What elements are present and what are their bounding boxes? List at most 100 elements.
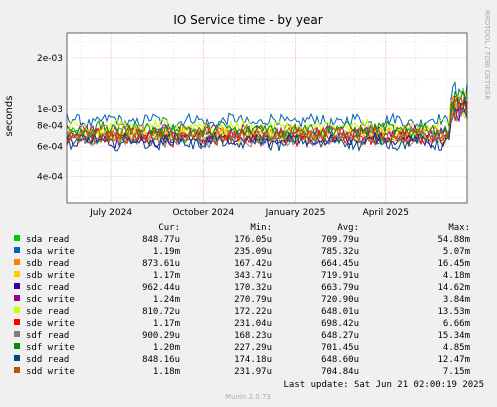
y-axis-label: seconds: [4, 96, 15, 137]
legend-swatch: [14, 259, 20, 265]
legend-swatch: [14, 283, 20, 289]
legend-series-name: sdc write: [26, 295, 75, 305]
y-tick-label: 6e-04: [37, 143, 63, 153]
legend-series-name: sda read: [26, 235, 69, 245]
series-line: [66, 96, 468, 144]
legend-swatch: [14, 343, 20, 349]
x-tick-label: April 2025: [363, 208, 409, 218]
legend-min-value: 172.22u: [234, 307, 272, 317]
legend-avg-value: 785.32u: [321, 247, 359, 257]
legend-header-cur: Cur:: [158, 223, 180, 233]
legend-cur-value: 848.16u: [142, 355, 180, 365]
legend-cur-value: 962.44u: [142, 283, 180, 293]
legend-max-value: 5.07m: [443, 247, 470, 257]
plot-area: [67, 33, 467, 203]
legend-header-max: Max:: [448, 223, 470, 233]
legend-avg-value: 663.79u: [321, 283, 359, 293]
legend-swatch: [14, 271, 20, 277]
x-tick-labels: July 2024 October 2024 January 2025 April 2…: [89, 208, 409, 218]
legend-series-name: sdc read: [26, 283, 69, 293]
legend-max-value: 13.53m: [437, 307, 470, 317]
legend-cur-value: 873.61u: [142, 259, 180, 269]
legend-avg-value: 698.42u: [321, 319, 359, 329]
series-line: [66, 102, 468, 153]
legend-series-name: sdb write: [26, 271, 75, 281]
legend-min-value: 168.23u: [234, 331, 272, 341]
legend-series-name: sdf write: [26, 343, 75, 353]
legend-max-value: 4.85m: [443, 343, 470, 353]
x-tick-label: July 2024: [89, 208, 132, 218]
legend-series-name: sdb read: [26, 259, 69, 269]
last-update: Last update: Sat Jun 21 02:00:19 2025: [284, 380, 484, 390]
legend-cur-value: 1.17m: [153, 319, 180, 329]
legend-avg-value: 648.60u: [321, 355, 359, 365]
legend-min-value: 235.09u: [234, 247, 272, 257]
series-line: [66, 80, 468, 131]
chart-title: IO Service time - by year: [173, 13, 322, 27]
legend-min-value: 176.05u: [234, 235, 272, 245]
legend-swatch: [14, 235, 20, 241]
y-tick-label: 1e-03: [37, 105, 63, 115]
legend-series-name: sdd read: [26, 355, 69, 365]
legend-avg-value: 701.45u: [321, 343, 359, 353]
legend-min-value: 343.71u: [234, 271, 272, 281]
legend-series-name: sda write: [26, 247, 75, 257]
legend-avg-value: 648.27u: [321, 331, 359, 341]
rrdtool-credit: RRDTOOL / TOBI OETIKER: [483, 10, 491, 100]
legend-max-value: 4.18m: [443, 271, 470, 281]
legend-swatch: [14, 307, 20, 313]
legend-swatch: [14, 367, 20, 373]
legend-cur-value: 1.18m: [153, 367, 180, 377]
legend-cur-value: 1.20m: [153, 343, 180, 353]
legend: Cur: Min: Avg: Max: sda read 848.77u 176.0…: [14, 223, 470, 377]
legend-avg-value: 709.79u: [321, 235, 359, 245]
legend-min-value: 227.29u: [234, 343, 272, 353]
legend-header-avg: Avg:: [337, 223, 359, 233]
y-tick-labels: 4e-04 6e-04 8e-04 1e-03 2e-03: [37, 54, 63, 183]
y-tick-label: 4e-04: [37, 173, 63, 183]
x-tick-label: October 2024: [172, 208, 234, 218]
series-lines: [66, 80, 468, 153]
legend-max-value: 7.15m: [443, 367, 470, 377]
legend-max-value: 3.84m: [443, 295, 470, 305]
legend-cur-value: 848.77u: [142, 235, 180, 245]
legend-swatch: [14, 319, 20, 325]
munin-footer: Munin 2.0.73: [225, 393, 271, 401]
y-tick-label: 8e-04: [37, 121, 63, 131]
legend-min-value: 167.42u: [234, 259, 272, 269]
legend-min-value: 170.32u: [234, 283, 272, 293]
legend-max-value: 54.88m: [437, 235, 470, 245]
legend-series-name: sde read: [26, 307, 69, 317]
legend-avg-value: 720.90u: [321, 295, 359, 305]
legend-cur-value: 1.24m: [153, 295, 180, 305]
legend-cur-value: 1.17m: [153, 271, 180, 281]
legend-header-min: Min:: [250, 223, 272, 233]
legend-min-value: 270.79u: [234, 295, 272, 305]
legend-swatch: [14, 295, 20, 301]
legend-avg-value: 704.84u: [321, 367, 359, 377]
legend-cur-value: 810.72u: [142, 307, 180, 317]
legend-swatch: [14, 355, 20, 361]
y-tick-label: 2e-03: [37, 54, 63, 64]
legend-swatch: [14, 331, 20, 337]
legend-series-name: sdf read: [26, 331, 69, 341]
legend-max-value: 6.66m: [443, 319, 470, 329]
legend-max-value: 15.34m: [437, 331, 470, 341]
legend-cur-value: 900.29u: [142, 331, 180, 341]
grid: [67, 33, 467, 203]
legend-avg-value: 719.91u: [321, 271, 359, 281]
plot-frame: [66, 32, 468, 204]
legend-avg-value: 664.45u: [321, 259, 359, 269]
legend-cur-value: 1.19m: [153, 247, 180, 257]
legend-min-value: 174.18u: [234, 355, 272, 365]
legend-min-value: 231.97u: [234, 367, 272, 377]
legend-max-value: 12.47m: [437, 355, 470, 365]
series-line: [66, 101, 468, 149]
legend-series-name: sde write: [26, 319, 75, 329]
legend-series-name: sdd write: [26, 367, 75, 377]
legend-max-value: 16.45m: [437, 259, 470, 269]
legend-avg-value: 648.01u: [321, 307, 359, 317]
legend-min-value: 231.04u: [234, 319, 272, 329]
legend-swatch: [14, 247, 20, 253]
